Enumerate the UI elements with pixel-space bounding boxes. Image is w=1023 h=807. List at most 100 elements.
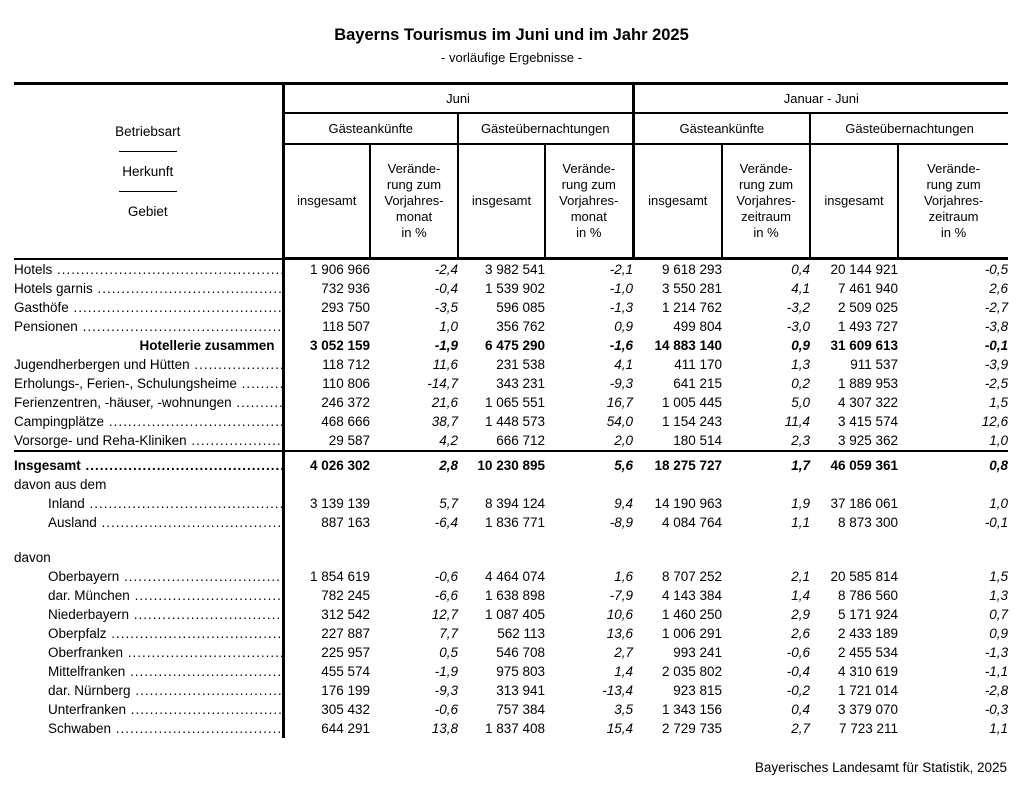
table-row: Oberbayern1 854 619 -0,6 4 464 074 1,6 8 707… — [14, 567, 1008, 586]
row-label: Unterfranken — [14, 700, 283, 719]
header-measure-row: insgesamt Verände- rung zum Vorjahres- m… — [14, 144, 1009, 260]
value-cell: 0,5 — [439, 645, 458, 660]
value-cell: 666 712 — [496, 433, 545, 448]
value-cell: 4,1 — [791, 281, 811, 296]
table-row: davon — [14, 548, 1009, 567]
measure-header: insgesamt — [631, 144, 723, 260]
value-cell: -2,5 — [984, 376, 1009, 391]
value-cell: 1,0 — [439, 319, 458, 334]
table-row: Pensionen118 507 1,0 356 762 0,9 499 804 -3,0… — [14, 317, 1008, 336]
table-row: Oberpfalz227 887 7,7 562 113 13,6 1 006 291 2… — [14, 624, 1008, 643]
value-cell: 29 587 — [281, 431, 370, 451]
value-cell: 227 887 — [281, 624, 370, 643]
value-cell: -0,5 — [984, 262, 1009, 277]
row-label: Oberfranken — [14, 643, 283, 662]
row-label-text: Inland — [48, 496, 283, 511]
value-cell: -0,6 — [434, 702, 458, 717]
value-cell: -0,4 — [434, 281, 458, 296]
value-cell: 14 883 140 — [654, 338, 723, 353]
value-cell: 0,9 — [989, 626, 1009, 641]
table-row: dar. München782 245 -6,6 1 638 898 -7,9 4 14… — [14, 586, 1008, 605]
value-cell: -3,9 — [984, 357, 1009, 372]
table-row: Unterfranken305 432 -0,6 757 384 3,5 1 343 1… — [14, 700, 1008, 719]
table-row: Hotels garnis732 936 -0,4 1 539 902 -1,0 3 5… — [14, 279, 1008, 298]
value-cell: 8 873 300 — [837, 515, 899, 530]
value-cell: 313 941 — [496, 683, 545, 698]
value-cell: 2,9 — [791, 607, 811, 622]
row-label: Oberbayern — [14, 567, 283, 586]
value-cell: 1,0 — [989, 433, 1009, 448]
value-cell: 1,1 — [989, 721, 1009, 736]
row-label-text: davon — [14, 550, 51, 565]
measure-header: insgesamt — [281, 144, 370, 260]
value-cell: -7,9 — [609, 588, 634, 603]
value-cell: 1 343 156 — [661, 702, 723, 717]
table-row: Campingplätze468 666 38,7 1 448 573 54,0 1 1… — [14, 412, 1008, 431]
footer-credit: Bayerisches Landesamt für Statistik, 202… — [754, 760, 1007, 775]
value-cell: 37 186 061 — [830, 496, 899, 511]
value-cell: 14 190 963 — [654, 496, 723, 511]
value-cell: -0,4 — [786, 664, 811, 679]
value-cell: 0,7 — [989, 607, 1009, 622]
row-label: Inland — [14, 494, 283, 513]
value-cell: -1,3 — [609, 300, 634, 315]
value-cell: 4 143 384 — [661, 588, 723, 603]
value-cell: 1 721 014 — [837, 683, 899, 698]
row-label: dar. Nürnberg — [14, 681, 283, 700]
value-cell: -14,7 — [427, 376, 458, 391]
table-row: Hotellerie zusammen 3 052 159 -1,9 6 475 29… — [14, 336, 1008, 355]
value-cell: 3 925 362 — [837, 433, 899, 448]
table-row: Erholungs-, Ferien-, Schulungsheime110 8… — [14, 374, 1008, 393]
value-cell: 1 854 619 — [281, 567, 370, 586]
value-cell: 1,3 — [791, 357, 811, 372]
stub-label-betriebsart: Betriebsart — [115, 123, 181, 139]
row-label: Vorsorge- und Reha-Kliniken — [14, 431, 283, 451]
value-cell: 2,3 — [791, 433, 811, 448]
value-cell: 118 712 — [281, 355, 370, 374]
measure-header: insgesamt — [809, 144, 899, 260]
row-label-text: Ferienzentren, -häuser, -wohnungen — [14, 395, 283, 410]
table-row: Gasthöfe293 750 -3,5 596 085 -1,3 1 214 762 -… — [14, 298, 1008, 317]
table-row: dar. Nürnberg176 199 -9,3 313 941 -13,4 923 … — [14, 681, 1008, 700]
value-cell: -2,1 — [609, 262, 634, 277]
table-body: Hotels1 906 966 -2,4 3 982 541 -2,1 9 618 29… — [14, 258, 1009, 738]
value-cell: 4 307 322 — [837, 395, 899, 410]
value-cell: 3 139 139 — [281, 494, 370, 513]
value-cell: 38,7 — [431, 414, 458, 429]
stub-header: Betriebsart Herkunft Gebiet — [14, 82, 285, 260]
value-cell: 1,4 — [614, 664, 634, 679]
value-cell: -3,0 — [786, 319, 811, 334]
value-cell: 1 836 771 — [484, 515, 545, 530]
value-cell: -1,6 — [609, 338, 634, 353]
value-cell: 13,8 — [431, 721, 458, 736]
row-label-text: Pensionen — [14, 319, 283, 334]
value-cell: 2,7 — [791, 721, 811, 736]
value-cell: -6,6 — [434, 588, 458, 603]
value-cell: 1 006 291 — [661, 626, 723, 641]
value-cell: 468 666 — [281, 412, 370, 431]
row-label-text: Hotels — [14, 262, 283, 277]
stub-label-herkunft: Herkunft — [122, 163, 174, 179]
value-cell: 0,8 — [898, 450, 1009, 475]
row-label-text: Jugendherbergen und Hütten — [14, 357, 283, 372]
value-cell: 0,4 — [791, 702, 811, 717]
value-cell: -9,3 — [434, 683, 458, 698]
value-cell: 546 708 — [496, 645, 545, 660]
table-row: Mittelfranken455 574 -1,9 975 803 1,4 2 035 … — [14, 662, 1008, 681]
value-cell: 1 005 445 — [661, 395, 723, 410]
value-cell: 1 448 573 — [484, 414, 545, 429]
group-header-juni: Juni — [281, 82, 634, 114]
value-cell: 231 538 — [496, 357, 545, 372]
report-title: Bayerns Tourismus im Juni und im Jahr 20… — [334, 26, 689, 44]
value-cell: 180 514 — [673, 433, 723, 448]
row-label: Jugendherbergen und Hütten — [14, 355, 283, 374]
value-cell: 54,0 — [606, 414, 634, 429]
value-cell: 21,6 — [431, 395, 458, 410]
stub-divider — [118, 150, 177, 152]
value-cell: -6,4 — [434, 515, 458, 530]
value-cell: 757 384 — [496, 702, 545, 717]
subgroup-header-ankuenfte-juni: Gästeankünfte — [281, 113, 458, 145]
value-cell: 562 113 — [497, 626, 545, 641]
value-cell: -1,1 — [984, 664, 1009, 679]
row-label: Niederbayern — [14, 605, 283, 624]
